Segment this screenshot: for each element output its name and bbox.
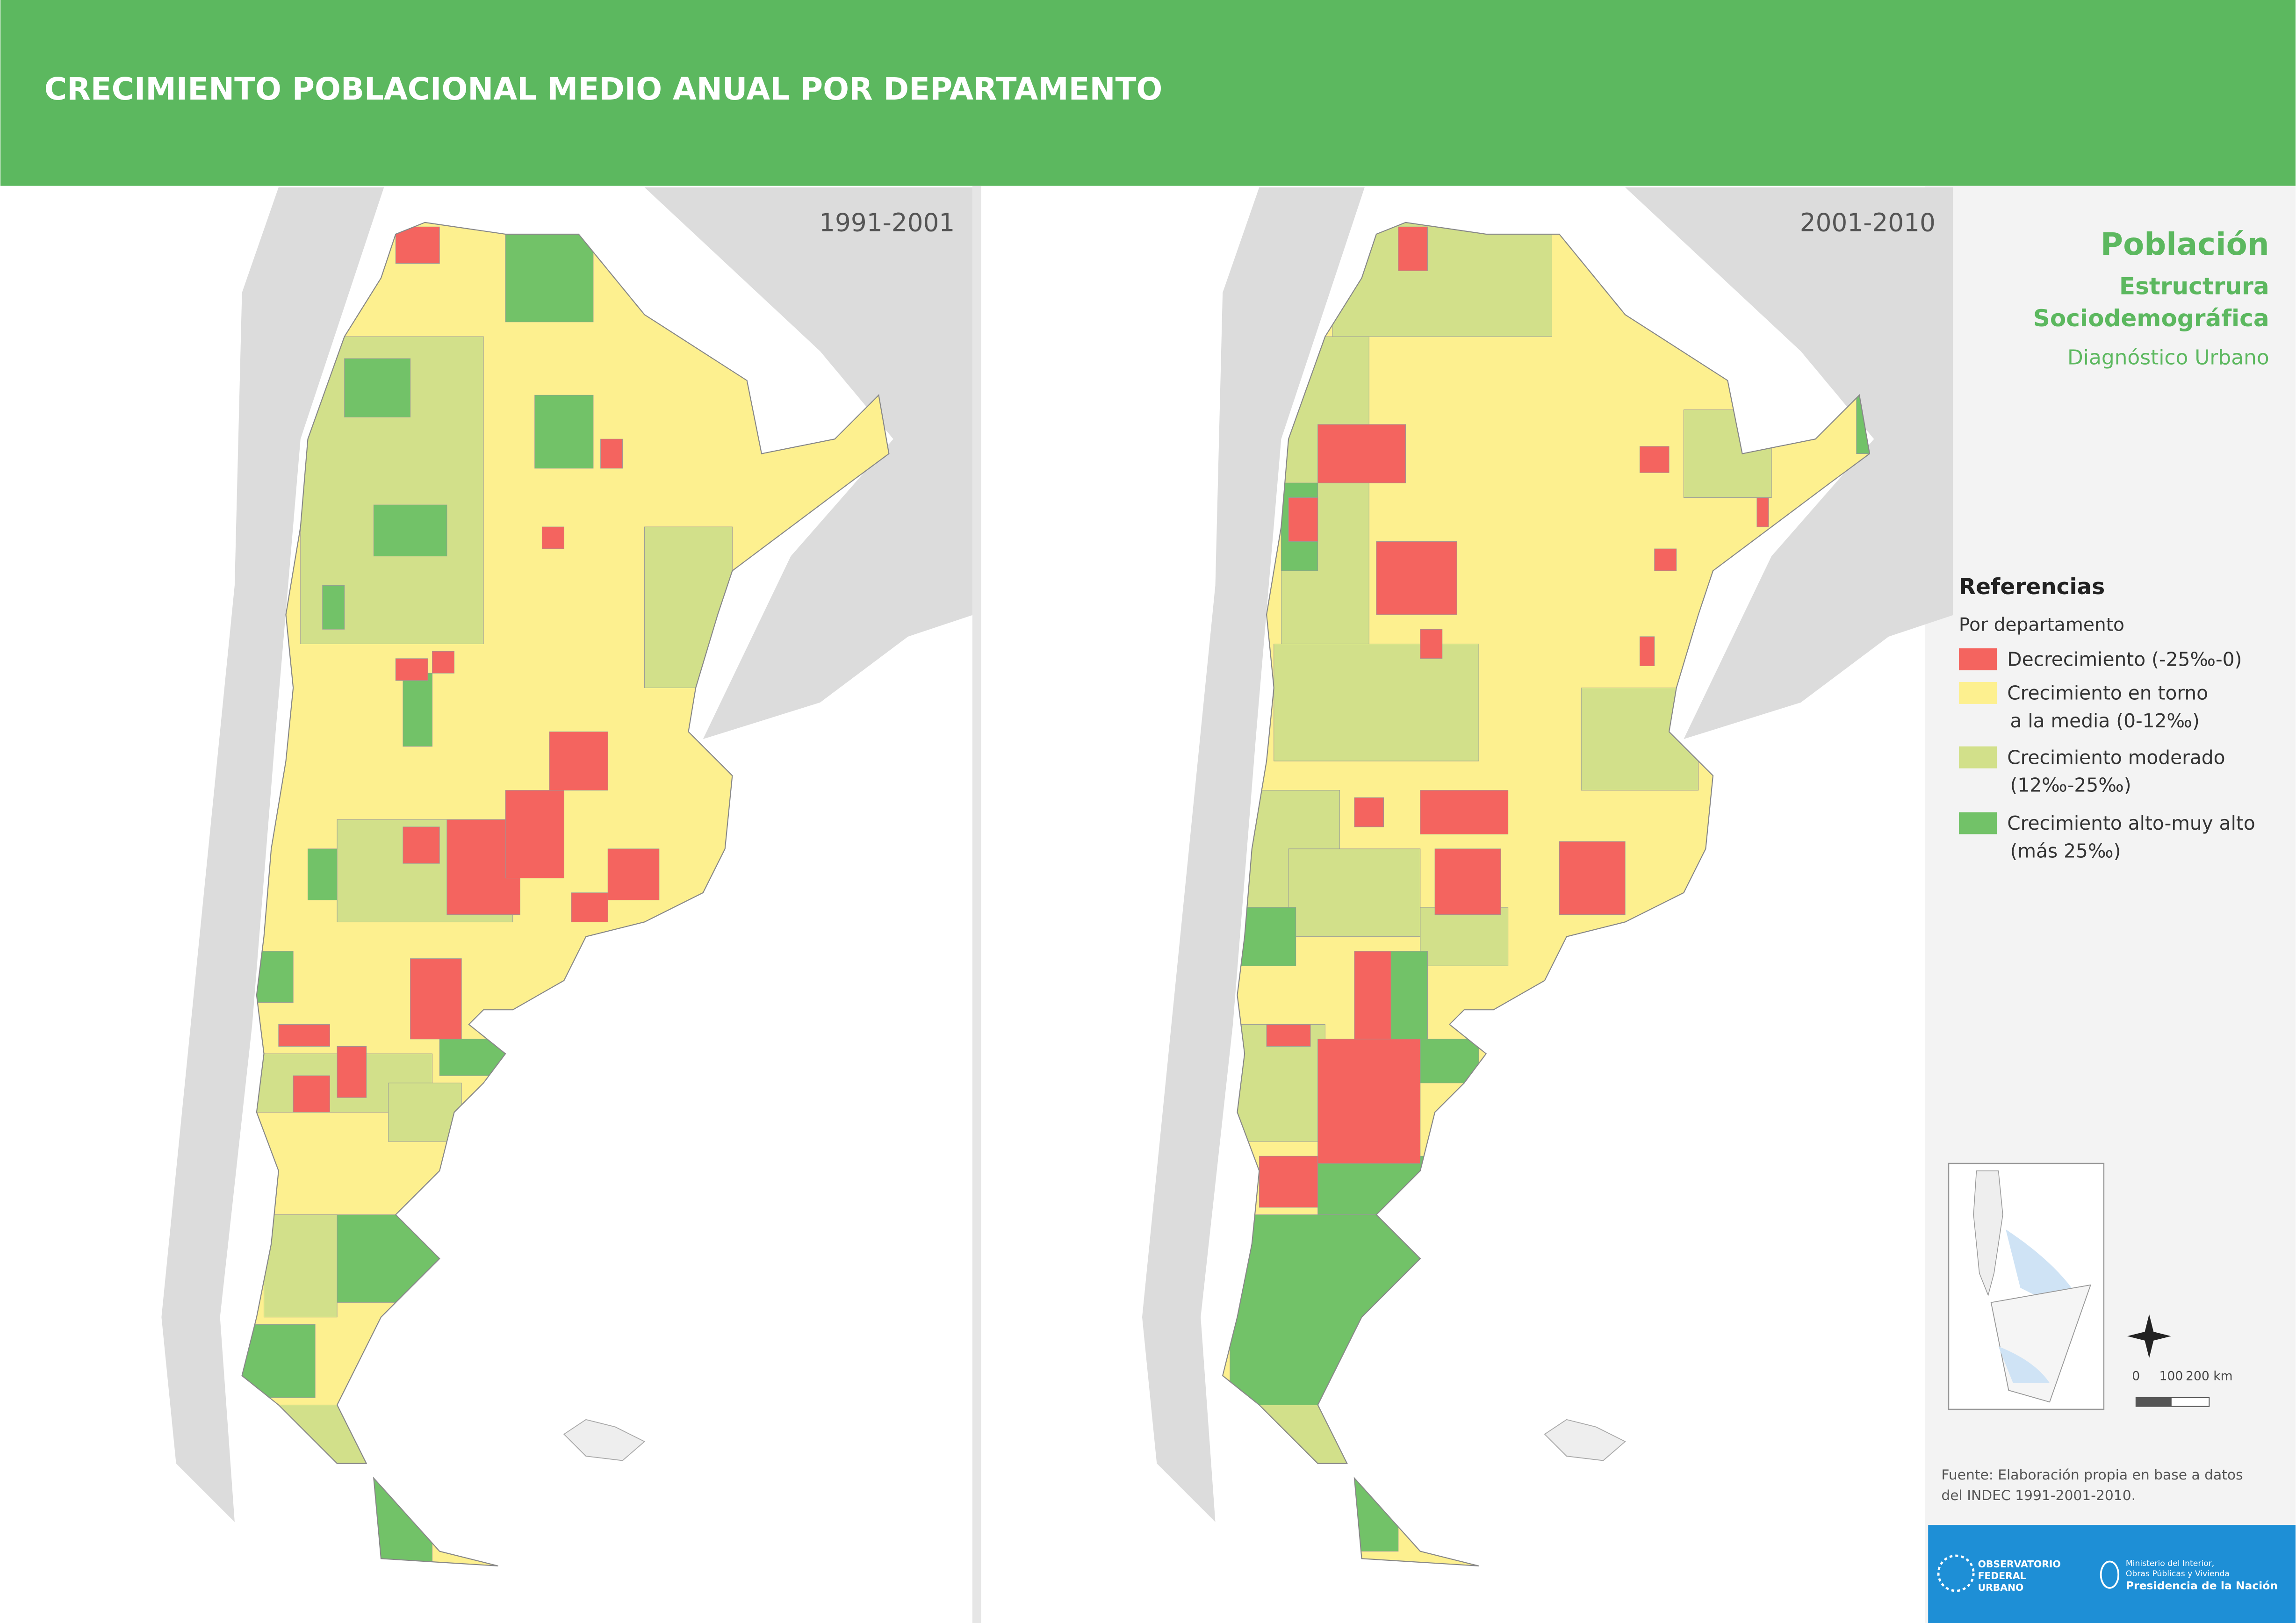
department (1288, 848, 1421, 937)
department (1354, 951, 1391, 1040)
department (344, 358, 411, 417)
legend-label: Crecimiento moderado (2007, 746, 2225, 768)
islands (563, 1419, 646, 1461)
department (1259, 1156, 1318, 1208)
neighbor-land (1142, 187, 1365, 1522)
department (1237, 907, 1296, 966)
neighbor-land (1625, 187, 1953, 740)
scale-label: 200 km (2186, 1369, 2233, 1383)
department (607, 848, 660, 900)
department (1639, 636, 1655, 666)
logo-text: Ministerio del Interior, (2126, 1559, 2214, 1568)
country-outline (1222, 222, 1871, 1566)
department (541, 526, 564, 549)
legend-swatch (1958, 746, 1997, 768)
logo-text: OBSERVATORIO (1978, 1558, 2061, 1570)
neighbors (1142, 187, 1953, 1522)
department (549, 731, 608, 791)
locator-map (1948, 1163, 2105, 1410)
department (505, 234, 594, 323)
legend-label: Crecimiento alto-muy alto (2007, 812, 2255, 834)
department (1420, 790, 1509, 834)
logo-text: Presidencia de la Nación (2126, 1579, 2278, 1592)
logo-text: FEDERAL (1978, 1570, 2026, 1581)
department (1420, 907, 1509, 966)
legend-label: (más 25‰) (2010, 840, 2121, 862)
department (373, 504, 447, 557)
department (264, 1214, 338, 1318)
legend-subtitle: Por departamento (1959, 614, 2124, 635)
department (432, 651, 454, 674)
legend-label: Decrecimiento (-25‰-0) (2007, 648, 2242, 670)
islands (1544, 1419, 1626, 1461)
scale-bar: 0 100 200 km (2132, 1369, 2233, 1407)
department (403, 826, 440, 864)
scale-label: 0 (2132, 1369, 2140, 1383)
legend-title: Referencias (1959, 574, 2105, 600)
section-line: Sociodemográfica (2033, 305, 2269, 332)
legend-swatch (1958, 682, 1997, 704)
scale-label: 100 (2159, 1369, 2183, 1383)
logo-observatorio: OBSERVATORIO FEDERAL URBANO (1937, 1554, 2061, 1593)
department (1756, 497, 1769, 527)
header-bar (0, 0, 2296, 186)
department (571, 892, 608, 922)
divider (972, 186, 981, 1623)
source-line: del INDEC 1991-2001-2010. (1941, 1487, 2136, 1504)
department (1376, 541, 1457, 615)
department (256, 951, 294, 1003)
legend-label: (12‰-25‰) (2010, 774, 2131, 797)
neighbors (161, 187, 972, 1522)
department (395, 658, 428, 681)
map-period: 1991-2001 (819, 208, 955, 237)
department (1266, 1024, 1311, 1047)
department (505, 790, 564, 878)
department (278, 1024, 330, 1047)
source-line: Fuente: Elaboración propia en base a dat… (1941, 1467, 2243, 1483)
department (1398, 226, 1428, 271)
department (410, 958, 462, 1040)
logo-bar (1928, 1525, 2296, 1623)
department (403, 673, 433, 747)
legend-swatch (1958, 812, 1997, 834)
country-outline (241, 222, 890, 1566)
department (1654, 548, 1677, 571)
department (1639, 446, 1670, 473)
department (1288, 497, 1318, 542)
department (1274, 644, 1479, 761)
logo-text: Obras Públicas y Vivienda (2126, 1569, 2230, 1579)
legend-label: Crecimiento en torno (2007, 682, 2208, 704)
department (395, 226, 440, 264)
department (293, 1075, 330, 1113)
department (600, 438, 623, 469)
department (1317, 424, 1406, 483)
department (1390, 951, 1428, 1047)
legend: Decrecimiento (-25‰-0) Crecimiento en tor… (1958, 648, 2255, 862)
header-title: CRECIMIENTO POBLACIONAL MEDIO ANUAL POR … (44, 71, 1162, 107)
department (1559, 841, 1626, 915)
map-period: 2001-2010 (1800, 208, 1936, 237)
logo-text: URBANO (1978, 1582, 2024, 1593)
neighbor-land (644, 187, 972, 740)
logo-ministerio: Ministerio del Interior, Obras Públicas … (2100, 1559, 2278, 1592)
subsection: Diagnóstico Urbano (2067, 346, 2269, 370)
legend-swatch (1958, 648, 1997, 670)
legend-label: a la media (0-12‰) (2010, 710, 2200, 732)
department (1420, 629, 1443, 659)
topic: Población (2101, 226, 2269, 262)
department (337, 1046, 367, 1098)
department (1317, 1039, 1421, 1164)
north-arrow (2127, 1314, 2171, 1358)
department (322, 585, 345, 630)
neighbor-land (161, 187, 384, 1522)
department (1434, 848, 1501, 915)
department (1354, 797, 1384, 827)
section-line: Estructrura (2119, 273, 2269, 300)
department (534, 395, 594, 469)
